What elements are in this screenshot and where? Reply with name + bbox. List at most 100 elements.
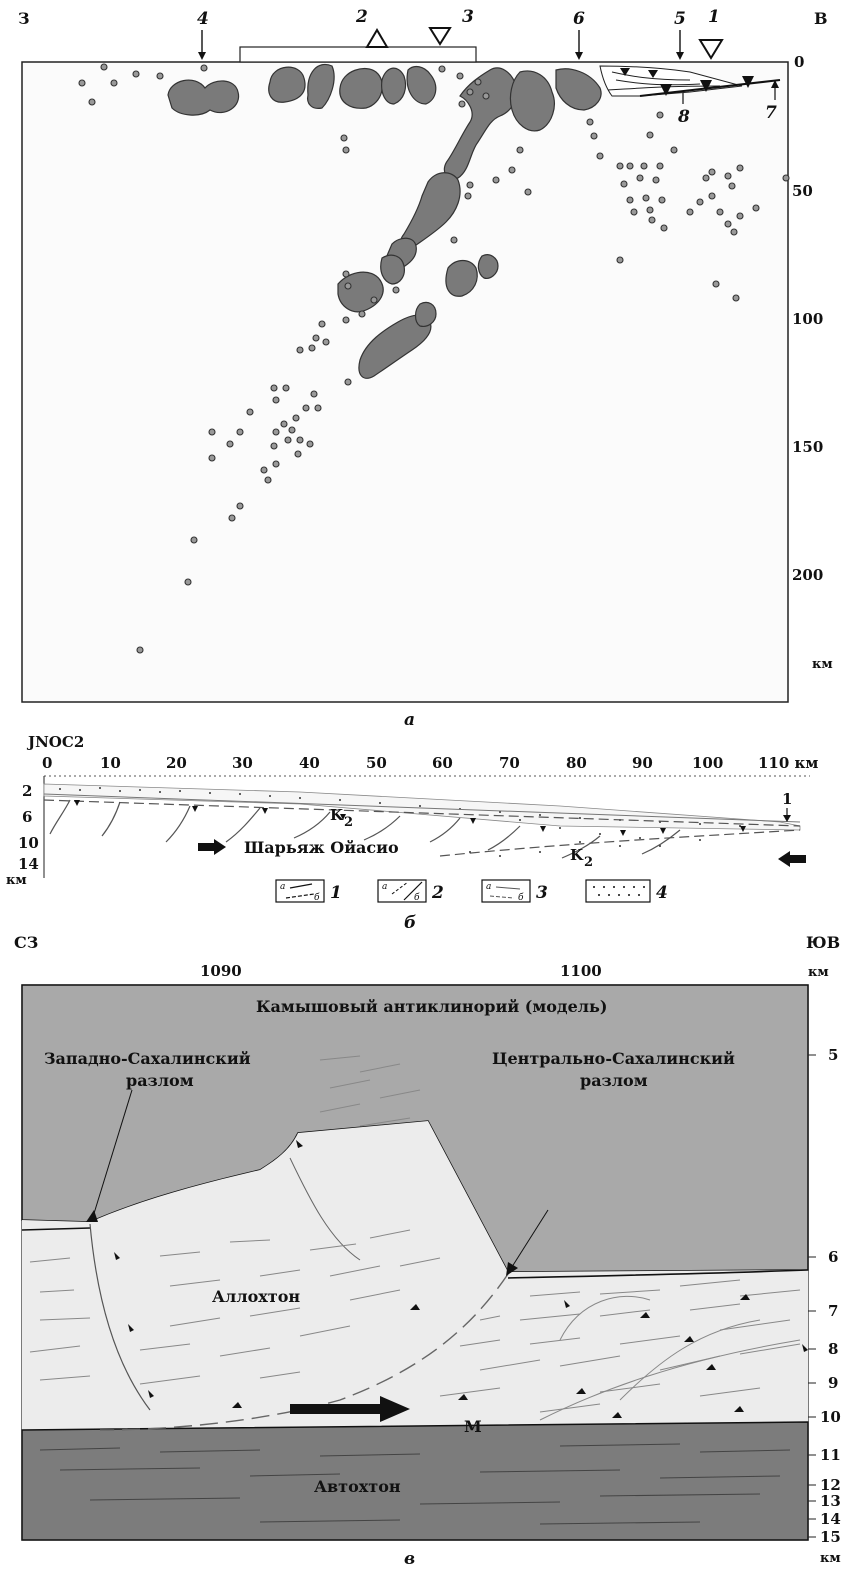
triangle-down-icon [428,27,452,46]
depth-tick: 2 [22,782,32,800]
legend-b: б [314,892,320,903]
legend-b: б [414,892,420,903]
depth-tick: 0 [794,53,804,71]
legend-a: а [486,882,491,892]
depth-unit: км [812,657,833,672]
depth-tick: 5 [828,1046,838,1064]
west-label: З [18,9,30,28]
marker-1: 1 [708,7,720,27]
fault-west-label-1: Западно-Сахалинский [44,1049,251,1068]
x-tick: 70 [499,754,520,772]
panel-v: СЗ ЮВ 1090 1100 км [14,933,841,1569]
thrust-label: Шарьяж Ойасио [244,838,399,857]
depth-tick: 15 [820,1528,841,1546]
arrow-left-icon [778,851,806,867]
x-tick: 0 [42,754,52,772]
x-tick: 40 [299,754,320,772]
marker-4: 4 [197,9,209,29]
x-tick: 50 [366,754,387,772]
panel-b: JNOC2 0 10 20 30 40 50 60 70 80 90 100 1… [6,733,818,933]
legend-num: 3 [536,883,548,903]
arrow-right-icon [290,1396,410,1422]
nw-label: СЗ [14,933,38,952]
hypocenter-points [78,63,790,654]
depth-tick: 200 [792,566,823,584]
depth-tick: 13 [820,1492,841,1510]
x-tick: 110 км [758,754,818,772]
caption-a: а [404,710,415,730]
legend-num: 2 [431,883,444,903]
depth-tick: 14 [18,855,39,873]
fault-west-label-2: разлом [126,1071,194,1090]
x-tick: 30 [232,754,253,772]
depth-axis-a: 0 50 100 150 200 км [792,53,833,672]
depth-tick: 150 [792,438,823,456]
point-1-label: 1 [782,790,792,808]
arrow-right-icon [198,839,226,855]
marker-2: 2 [355,7,368,27]
fault-central-label-2: разлом [580,1071,648,1090]
model-title: Камышовый антиклинорий (модель) [256,997,607,1016]
allochthon-label: Аллохтон [212,1287,300,1306]
surface-bar [239,46,477,63]
legend-b: б [518,892,524,903]
unit-k2-lower: K [570,846,584,864]
depth-axis-b: 2 6 10 14 км [6,776,45,888]
autochthon-label: Автохтон [314,1477,401,1496]
profile-name: JNOC2 [26,733,84,751]
triangle-up-icon [365,28,389,48]
marker-6: 6 [573,9,585,29]
depth-unit: км [6,873,27,888]
x-tick: 60 [432,754,453,772]
caption-v: в [404,1549,415,1569]
depth-tick: 8 [828,1340,838,1358]
depth-tick: 11 [820,1446,841,1464]
panel-a: З В 4 2 3 6 5 1 8 7 [18,7,833,730]
marker-8: 8 [677,107,690,127]
legend-a: а [382,882,387,892]
unit-k2-upper-sub: 2 [344,815,353,830]
depth-tick: 12 [820,1476,841,1494]
depth-tick: 14 [820,1510,841,1528]
legend-num: 1 [330,883,342,903]
depth-tick: 10 [18,834,39,852]
x-axis-b: 0 10 20 30 40 50 60 70 80 90 100 110 км [42,754,818,777]
x-unit: км [808,965,829,980]
depth-unit: км [820,1551,841,1566]
marker-5: 5 [674,9,686,29]
legend-a: а [280,882,285,892]
depth-tick: 10 [820,1408,841,1426]
x-tick: 1090 [200,962,242,980]
x-tick: 10 [100,754,121,772]
anomaly-blobs [167,63,602,379]
seismic-section: K 2 K 2 1 [43,783,801,870]
depth-tick: 7 [828,1302,838,1320]
depth-tick: 100 [792,310,823,328]
legend-num: 4 [656,883,668,903]
depth-axis-v: 5 6 7 8 9 10 11 12 13 14 15 км [808,1046,841,1566]
east-label: В [814,9,828,28]
fault-central-label-1: Центрально-Сахалинский [492,1049,735,1068]
caption-b: б [404,913,416,933]
depth-tick: 9 [828,1374,838,1392]
marker-7: 7 [765,103,777,123]
depth-tick: 6 [22,808,32,826]
moho-label: М [464,1417,482,1436]
accretionary-wedge [599,65,781,97]
x-tick: 90 [632,754,653,772]
trench-triangle-icon [698,39,724,60]
depth-tick: 6 [828,1248,838,1266]
legend-b: а б 1 а б 2 а б 3 4 [275,879,668,903]
unit-k2-upper: K [330,806,344,824]
x-tick: 20 [166,754,187,772]
marker-3: 3 [462,7,474,27]
depth-tick: 50 [792,182,813,200]
autochthon-unit [21,1421,809,1541]
x-tick: 80 [566,754,587,772]
x-tick: 100 [692,754,723,772]
x-tick: 1100 [560,962,602,980]
section-frame [21,61,789,703]
small-arrows [114,1140,808,1418]
allochthon-unit [22,1121,808,1430]
